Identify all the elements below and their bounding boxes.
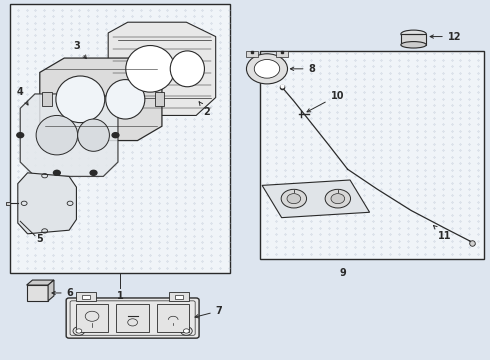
Bar [175, 295, 183, 299]
Bar [76, 304, 108, 332]
Bar [157, 304, 189, 332]
Ellipse shape [401, 30, 426, 38]
Text: 11: 11 [434, 226, 451, 240]
Bar [117, 304, 149, 332]
Ellipse shape [126, 45, 174, 92]
Polygon shape [108, 22, 216, 116]
Circle shape [246, 54, 288, 84]
Bar [401, 34, 426, 45]
Text: 7: 7 [195, 306, 222, 318]
Ellipse shape [77, 119, 109, 151]
Text: 9: 9 [340, 268, 346, 278]
FancyBboxPatch shape [66, 298, 199, 338]
Text: 12: 12 [430, 32, 461, 41]
Circle shape [17, 133, 24, 138]
Ellipse shape [106, 80, 145, 119]
Polygon shape [40, 58, 162, 140]
Bar [246, 51, 258, 57]
Bar [155, 92, 164, 106]
Bar [10, 4, 230, 273]
Bar [76, 292, 96, 301]
Polygon shape [18, 173, 76, 234]
Text: 6: 6 [52, 288, 74, 298]
Text: 5: 5 [36, 234, 43, 244]
Polygon shape [20, 94, 118, 176]
Polygon shape [262, 180, 369, 218]
Text: 1: 1 [117, 291, 124, 301]
Ellipse shape [36, 116, 77, 155]
Text: 10: 10 [307, 91, 344, 112]
Bar [276, 51, 288, 57]
Bar [26, 285, 48, 301]
Circle shape [90, 170, 97, 175]
Polygon shape [26, 280, 54, 285]
Circle shape [183, 329, 189, 333]
Circle shape [180, 327, 192, 335]
Circle shape [112, 133, 119, 138]
Circle shape [287, 194, 301, 204]
Circle shape [53, 170, 60, 175]
Bar [42, 92, 52, 106]
Circle shape [281, 189, 307, 208]
Text: 8: 8 [291, 64, 316, 74]
Circle shape [76, 329, 82, 333]
Circle shape [254, 59, 280, 78]
Ellipse shape [56, 76, 105, 123]
Ellipse shape [401, 41, 426, 48]
Bar [82, 295, 90, 299]
Circle shape [325, 189, 350, 208]
Ellipse shape [170, 51, 204, 87]
Bar [260, 51, 485, 259]
Circle shape [73, 327, 85, 335]
Polygon shape [48, 280, 54, 301]
Text: 4: 4 [17, 87, 28, 105]
Text: 2: 2 [199, 102, 210, 117]
Polygon shape [5, 202, 10, 205]
Circle shape [331, 194, 344, 204]
Text: 3: 3 [73, 41, 86, 59]
Bar [169, 292, 189, 301]
